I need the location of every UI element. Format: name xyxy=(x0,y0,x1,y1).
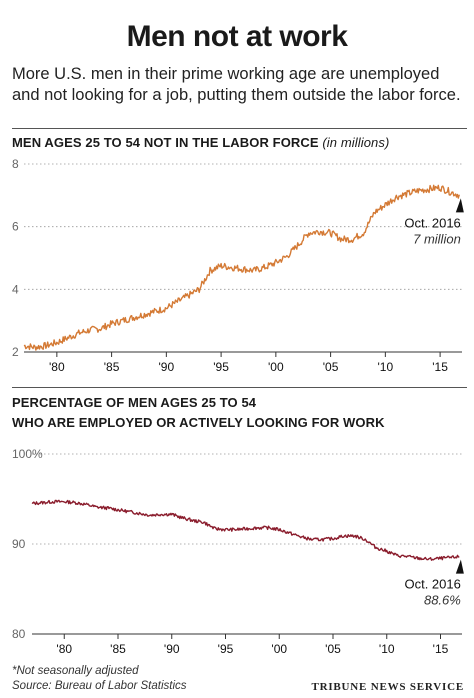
chart2-y-tick: 100% xyxy=(12,447,43,461)
chart2-x-tick-label: '05 xyxy=(325,642,341,656)
chart2-series-line xyxy=(31,499,460,561)
chart2-title-line2: WHO ARE EMPLOYED OR ACTIVELY LOOKING FOR… xyxy=(12,415,385,430)
chart2-x-tick-label: '85 xyxy=(110,642,126,656)
chart1-annotation-label: Oct. 2016 xyxy=(404,215,460,230)
footnote: *Not seasonally adjusted xyxy=(12,665,139,677)
chart1-x-tick-label: '05 xyxy=(323,360,339,374)
chart2-annotation-label: Oct. 2016 xyxy=(404,577,460,592)
chart1-y-tick: 4 xyxy=(12,282,19,296)
chart2-y-tick: 80 xyxy=(12,627,26,641)
chart2-title-line1: PERCENTAGE OF MEN AGES 25 TO 54 xyxy=(12,395,257,410)
chart1-x-tick-label: '90 xyxy=(159,360,175,374)
chart1-x-tick-label: '10 xyxy=(378,360,394,374)
chart2-annotation-pointer xyxy=(455,559,464,574)
chart-participation-rate: 80 90 100% '80 '85 '90 '95 '00 '05 '10 '15 Oct. 201… xyxy=(12,447,464,656)
source-note: Source: Bureau of Labor Statistics xyxy=(12,680,187,692)
chart2-x-tick-label: '00 xyxy=(271,642,287,656)
chart2-annotation-value: 88.6% xyxy=(424,593,461,608)
page-subtitle: More U.S. men in their prime working age… xyxy=(12,65,461,104)
chart1-unit: (in millions) xyxy=(322,135,390,150)
chart2-x-tick-label: '90 xyxy=(164,642,180,656)
chart1-x-tick-label: '95 xyxy=(213,360,229,374)
chart2-x-tick-label: '15 xyxy=(433,642,449,656)
chart2-y-tick: 90 xyxy=(12,537,26,551)
chart1-x-tick-label: '80 xyxy=(49,360,65,374)
credit: TRIBUNE NEWS SERVICE xyxy=(311,681,464,693)
chart1-x-tick-label: '00 xyxy=(268,360,284,374)
chart1-y-tick: 2 xyxy=(12,345,19,359)
chart1-y-tick: 6 xyxy=(12,220,19,234)
page-title: Men not at work xyxy=(126,20,348,53)
chart2-x-tick-label: '95 xyxy=(218,642,234,656)
chart1-x-tick-label: '85 xyxy=(104,360,120,374)
chart1-annotation-value: 7 million xyxy=(413,231,461,246)
chart1-title-text: MEN AGES 25 TO 54 NOT IN THE LABOR FORCE xyxy=(12,135,319,150)
middle-divider xyxy=(12,387,467,388)
chart1-x-tick-label: '15 xyxy=(432,360,448,374)
chart2-x-tick-label: '10 xyxy=(379,642,395,656)
chart1-title: MEN AGES 25 TO 54 NOT IN THE LABOR FORCE… xyxy=(12,133,389,153)
top-divider xyxy=(12,128,467,129)
chart1-y-tick: 8 xyxy=(12,157,19,171)
chart1-series-line xyxy=(23,184,460,351)
chart1-annotation-pointer xyxy=(455,198,464,213)
chart2-x-tick-label: '80 xyxy=(56,642,72,656)
chart2-title: PERCENTAGE OF MEN AGES 25 TO 54 WHO ARE … xyxy=(12,393,385,433)
